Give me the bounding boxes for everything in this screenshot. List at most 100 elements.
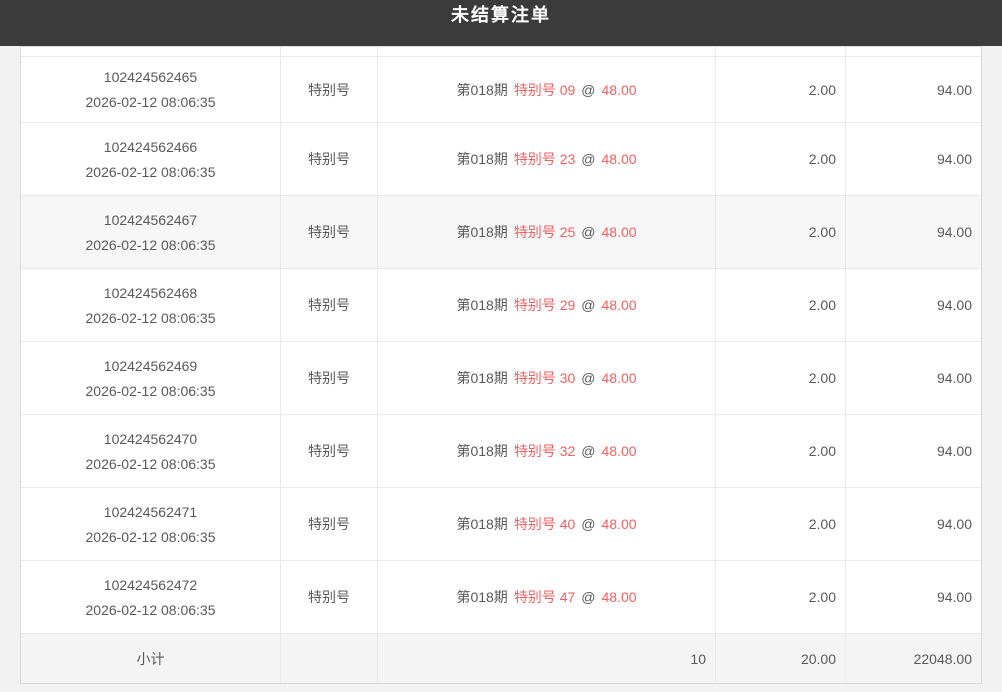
bet-amount: 2.00 [716, 269, 846, 341]
bet-id: 102424562472 [103, 576, 198, 593]
bet-type: 特别号 [281, 196, 378, 268]
bet-time: 2026-02-12 08:06:35 [85, 163, 216, 180]
bet-at-sign: @ [581, 443, 596, 459]
bet-type: 特别号 [281, 342, 378, 414]
bet-id: 102424562468 [103, 284, 198, 301]
bet-period: 第018期 [456, 151, 508, 167]
bet-pick: 特别号 40 [513, 516, 576, 532]
bet-content-cell: 第018期 特别号 40 @ 48.00 [378, 488, 716, 560]
bet-amount: 2.00 [716, 342, 846, 414]
page-title: 未结算注单 [451, 5, 551, 25]
bet-period: 第018期 [456, 81, 508, 98]
bet-time: 2026-02-12 08:06:35 [85, 601, 216, 618]
bet-type: 特别号 [281, 561, 378, 633]
bet-at-sign: @ [581, 81, 596, 98]
bet-period: 第018期 [456, 297, 508, 313]
bet-id: 102424562465 [103, 69, 198, 85]
bet-id-time-cell: 102424562466 2026-02-12 08:06:35 [21, 123, 281, 195]
bet-odds: 48.00 [601, 589, 637, 605]
bet-id-time-cell: 102424562472 2026-02-12 08:06:35 [21, 561, 281, 633]
bet-id-time-cell: 102424562470 2026-02-12 08:06:35 [21, 415, 281, 487]
bet-row[interactable]: 102424562467 2026-02-12 08:06:35 特别号 第01… [21, 196, 981, 269]
bet-type: 特别号 [281, 123, 378, 195]
bet-odds: 48.00 [601, 516, 637, 532]
bet-odds: 48.00 [601, 297, 637, 313]
bet-content-cell: 第018期 特别号 47 @ 48.00 [378, 561, 716, 633]
subtotal-amount: 20.00 [716, 634, 846, 683]
bet-period: 第018期 [456, 516, 508, 532]
bet-period: 第018期 [456, 443, 508, 459]
bet-row[interactable]: 102424562465 2026-02-12 08:06:35 特别号 第01… [21, 57, 981, 123]
bet-id-time-cell: 102424562465 2026-02-12 08:06:35 [21, 57, 281, 122]
bet-id: 102424562470 [103, 430, 198, 447]
bet-to-win: 94.00 [936, 297, 972, 313]
bet-at-sign: @ [581, 224, 596, 240]
subtotal-row: 小计 10 20.00 22048.00 [21, 634, 981, 683]
bet-id: 102424562467 [103, 211, 198, 228]
bet-pick: 特别号 09 [513, 81, 576, 98]
bet-to-win: 94.00 [936, 443, 972, 459]
bet-to-win: 94.00 [936, 370, 972, 386]
bet-time: 2026-02-12 08:06:35 [85, 94, 216, 110]
bet-pick: 特别号 32 [513, 443, 576, 459]
bet-row[interactable]: 102424562466 2026-02-12 08:06:35 特别号 第01… [21, 123, 981, 196]
bet-content-cell: 第018期 特别号 09 @ 48.00 [378, 57, 716, 122]
bet-amount: 2.00 [716, 196, 846, 268]
bet-amount: 2.00 [716, 561, 846, 633]
bet-content-cell: 第018期 特别号 30 @ 48.00 [378, 342, 716, 414]
subtotal-label: 小计 [21, 634, 281, 683]
subtotal-win: 22048.00 [913, 650, 972, 667]
subtotal-count: 10 [378, 634, 716, 683]
bet-to-win: 94.00 [936, 224, 972, 240]
bet-row[interactable]: 102424562468 2026-02-12 08:06:35 特别号 第01… [21, 269, 981, 342]
bet-amount: 2.00 [716, 488, 846, 560]
bet-time: 2026-02-12 08:06:35 [85, 236, 216, 253]
unsettled-bets-table: 102424562465 2026-02-12 08:06:35 特别号 第01… [20, 46, 982, 684]
bet-id: 102424562469 [103, 357, 198, 374]
bet-row[interactable]: 102424562471 2026-02-12 08:06:35 特别号 第01… [21, 488, 981, 561]
bet-odds: 48.00 [601, 151, 637, 167]
bet-time: 2026-02-12 08:06:35 [85, 382, 216, 399]
bet-content-cell: 第018期 特别号 25 @ 48.00 [378, 196, 716, 268]
bet-type: 特别号 [281, 57, 378, 122]
bet-odds: 48.00 [601, 224, 637, 240]
bet-row[interactable]: 102424562470 2026-02-12 08:06:35 特别号 第01… [21, 415, 981, 488]
bet-id: 102424562466 [103, 138, 198, 155]
bet-row[interactable]: 102424562469 2026-02-12 08:06:35 特别号 第01… [21, 342, 981, 415]
bet-content-cell: 第018期 特别号 32 @ 48.00 [378, 415, 716, 487]
bet-time: 2026-02-12 08:06:35 [85, 528, 216, 545]
bet-to-win: 94.00 [936, 151, 972, 167]
bet-period: 第018期 [456, 370, 508, 386]
bet-at-sign: @ [581, 370, 596, 386]
subtotal-empty-cell [281, 634, 378, 683]
bet-at-sign: @ [581, 516, 596, 532]
bet-type: 特别号 [281, 415, 378, 487]
bet-at-sign: @ [581, 297, 596, 313]
bet-amount: 2.00 [716, 123, 846, 195]
bet-pick: 特别号 30 [513, 370, 576, 386]
bet-id-time-cell: 102424562468 2026-02-12 08:06:35 [21, 269, 281, 341]
bet-amount: 2.00 [716, 57, 846, 122]
titlebar: 未结算注单 [0, 0, 1002, 46]
bet-odds: 48.00 [601, 370, 637, 386]
bet-to-win: 94.00 [936, 589, 972, 605]
bet-pick: 特别号 47 [513, 589, 576, 605]
bet-row[interactable]: 102424562472 2026-02-12 08:06:35 特别号 第01… [21, 561, 981, 634]
bet-type: 特别号 [281, 269, 378, 341]
bet-time: 2026-02-12 08:06:35 [85, 309, 216, 326]
clipped-header-row [21, 47, 981, 57]
clipped-header-cell [716, 47, 846, 56]
bet-to-win: 94.00 [936, 516, 972, 532]
bet-at-sign: @ [581, 589, 596, 605]
bet-odds: 48.00 [601, 81, 637, 98]
bet-pick: 特别号 25 [513, 224, 576, 240]
bet-pick: 特别号 29 [513, 297, 576, 313]
bet-id-time-cell: 102424562469 2026-02-12 08:06:35 [21, 342, 281, 414]
bet-id-time-cell: 102424562471 2026-02-12 08:06:35 [21, 488, 281, 560]
bet-period: 第018期 [456, 589, 508, 605]
bet-content-cell: 第018期 特别号 23 @ 48.00 [378, 123, 716, 195]
clipped-header-cell [846, 47, 981, 56]
bet-at-sign: @ [581, 151, 596, 167]
table-body: 102424562465 2026-02-12 08:06:35 特别号 第01… [21, 57, 981, 634]
clipped-header-cell [281, 47, 378, 56]
